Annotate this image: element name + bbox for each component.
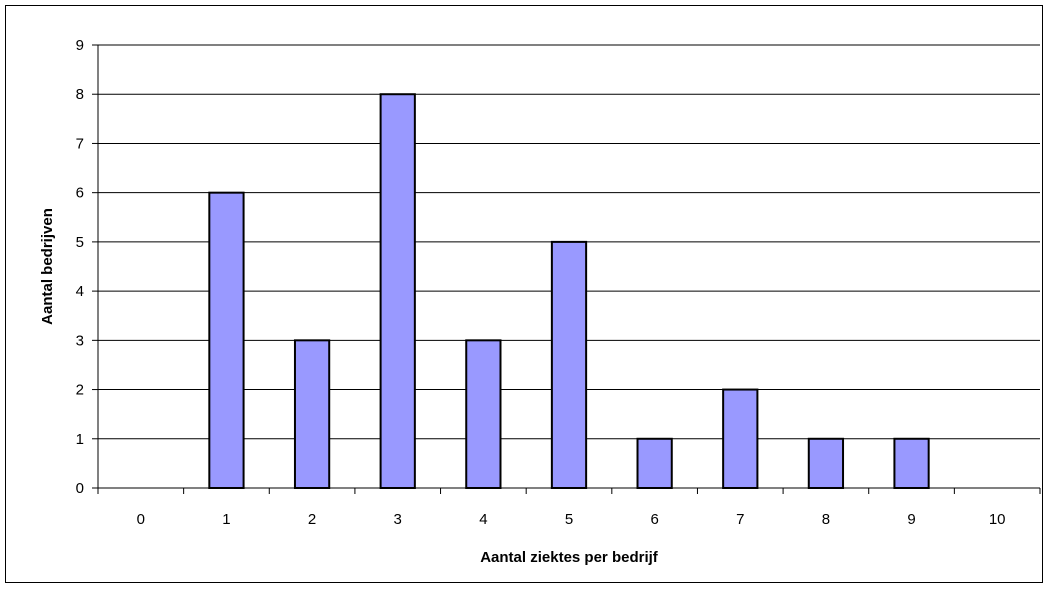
y-tick-label: 8	[76, 86, 84, 103]
x-tick-label: 10	[989, 511, 1006, 528]
y-tick-label: 3	[76, 332, 84, 349]
y-tick-label: 6	[76, 185, 84, 202]
x-tick-label: 0	[137, 511, 145, 528]
bar	[807, 437, 845, 489]
y-axis-title: Aantal bedrijven	[39, 208, 56, 325]
bar	[465, 339, 502, 490]
x-tick-label: 3	[394, 511, 402, 528]
chart-area	[5, 5, 1043, 583]
bar	[636, 437, 673, 489]
gridlines	[98, 44, 1040, 440]
x-tick-label: 7	[736, 511, 744, 528]
y-tick-label: 9	[76, 37, 84, 54]
bars	[208, 93, 930, 490]
x-tick-label: 1	[222, 511, 230, 528]
y-tick-label: 0	[76, 480, 84, 497]
y-tick-label: 1	[76, 431, 84, 448]
y-axis-ticks: 0 1 2 3 4 5 6 7 8 9	[76, 37, 98, 497]
x-tick-label: 6	[650, 511, 658, 528]
y-tick-label: 5	[76, 234, 84, 251]
bar	[550, 240, 588, 489]
x-tick-label: 2	[308, 511, 316, 528]
y-tick-label: 7	[76, 135, 84, 152]
x-tick-label: 9	[907, 511, 915, 528]
axes	[97, 45, 1040, 489]
y-tick-label: 2	[76, 382, 84, 399]
bar	[893, 437, 930, 489]
x-axis-title: Aantal ziektes per bedrijf	[480, 549, 659, 566]
bar	[208, 191, 245, 490]
bar	[722, 388, 759, 489]
x-tick-label: 5	[565, 511, 573, 528]
x-axis-ticks: 0 1 2 3 4 5 6 7 8 9 10	[97, 488, 1041, 528]
x-tick-label: 8	[822, 511, 830, 528]
x-tick-label: 4	[479, 511, 487, 528]
bar	[293, 339, 331, 490]
y-tick-label: 4	[76, 283, 84, 300]
bar	[379, 93, 416, 489]
